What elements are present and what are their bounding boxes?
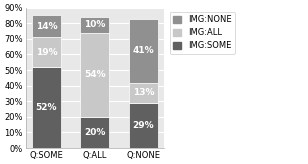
Bar [80, 33, 109, 117]
Text: 10%: 10% [84, 20, 106, 29]
Text: 29%: 29% [132, 121, 154, 130]
Bar [32, 37, 61, 67]
Text: 52%: 52% [36, 103, 57, 112]
Text: 41%: 41% [132, 46, 154, 55]
Bar [80, 17, 109, 33]
Text: 13%: 13% [133, 88, 154, 97]
Bar [80, 117, 109, 148]
Text: 14%: 14% [36, 22, 57, 31]
Bar [129, 82, 158, 103]
Bar [32, 67, 61, 148]
Text: 20%: 20% [84, 128, 106, 137]
Text: 19%: 19% [36, 48, 57, 57]
Bar [129, 19, 158, 82]
Bar [129, 103, 158, 148]
Bar [32, 15, 61, 37]
Legend: IMG:NONE, IMG:ALL, IMG:SOME: IMG:NONE, IMG:ALL, IMG:SOME [170, 12, 235, 54]
Text: 54%: 54% [84, 70, 106, 79]
